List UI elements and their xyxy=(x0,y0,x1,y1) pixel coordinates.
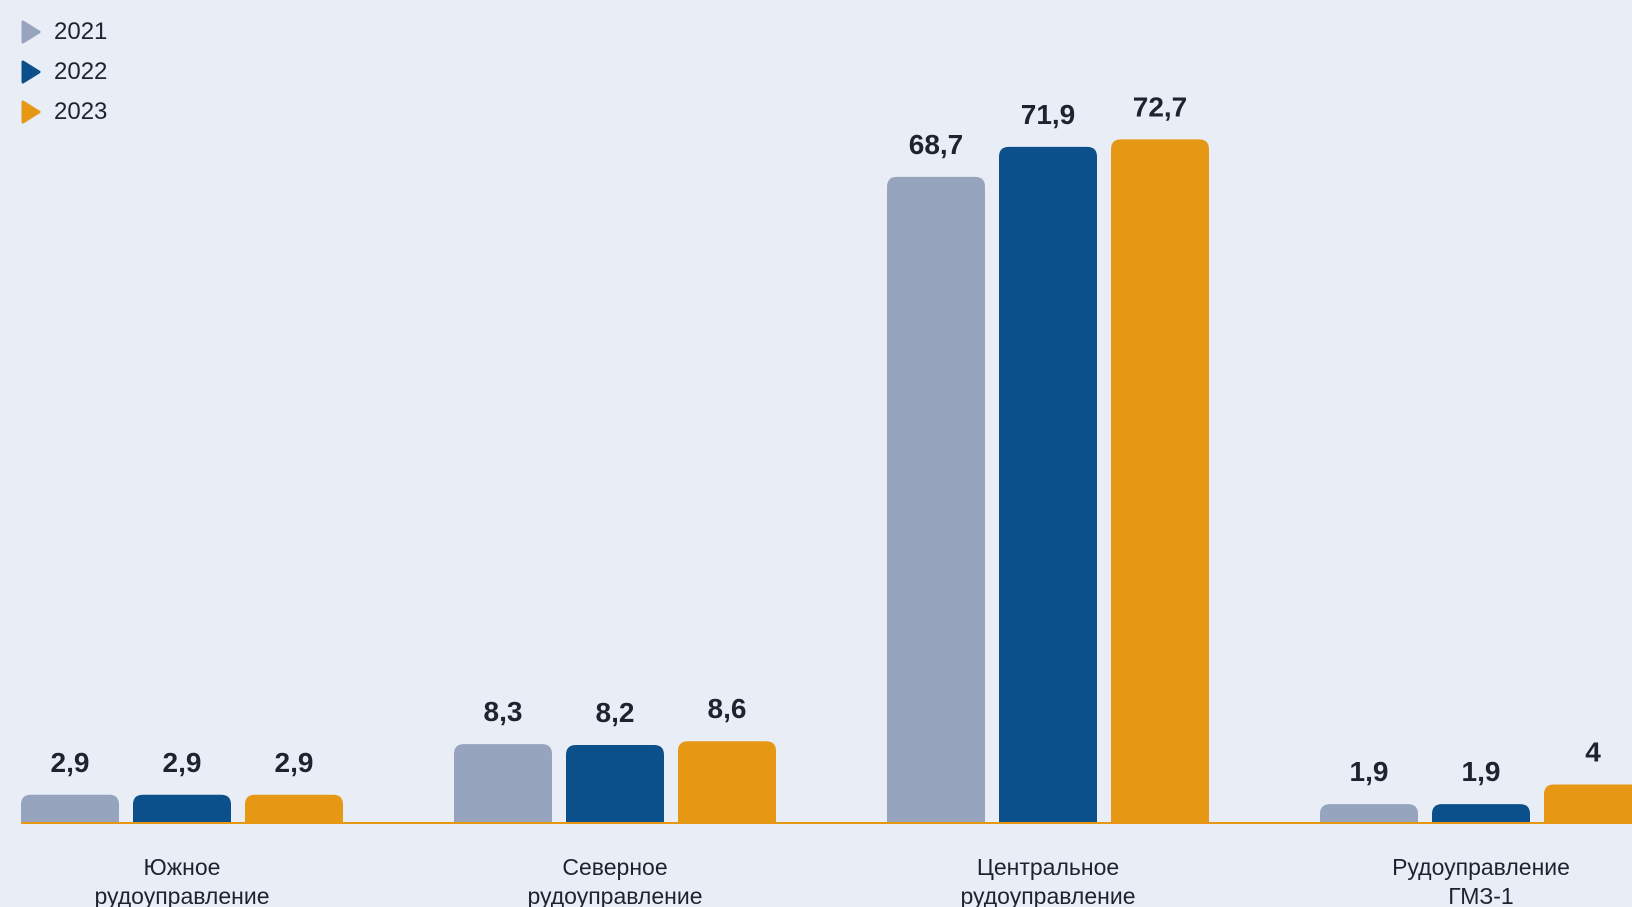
bar-2023-1 xyxy=(678,741,776,822)
data-label: 4 xyxy=(1585,736,1601,767)
triangle-marker-icon xyxy=(21,20,41,44)
data-label: 68,7 xyxy=(909,129,964,160)
category-label: Северное xyxy=(562,854,667,880)
category-label: рудоуправление xyxy=(527,883,702,907)
category-label: Рудоуправление xyxy=(1392,854,1570,880)
category-label: Южное xyxy=(144,854,221,880)
bar-2022-1 xyxy=(566,745,664,822)
triangle-marker-icon xyxy=(21,60,41,84)
legend-label: 2023 xyxy=(54,98,108,125)
data-label: 71,9 xyxy=(1021,99,1076,130)
data-label: 2,9 xyxy=(163,747,202,778)
data-label: 2,9 xyxy=(275,747,314,778)
data-label: 8,6 xyxy=(708,693,747,724)
category-label: рудоуправление xyxy=(960,883,1135,907)
legend-item-2023: 2023 xyxy=(20,92,107,132)
data-label: 8,3 xyxy=(484,696,523,727)
bar-2021-1 xyxy=(454,744,552,822)
bar-2022-0 xyxy=(133,794,231,822)
bar-2023-0 xyxy=(245,794,343,822)
triangle-marker-icon xyxy=(21,100,41,124)
bar-2022-3 xyxy=(1432,804,1530,822)
bar-2023-2 xyxy=(1111,139,1209,823)
legend: 2021 2022 2023 xyxy=(20,12,107,132)
legend-label: 2022 xyxy=(54,58,108,85)
data-label: 2,9 xyxy=(51,747,90,778)
data-label: 1,9 xyxy=(1350,756,1389,787)
bar-2021-2 xyxy=(887,176,985,823)
data-label: 8,2 xyxy=(596,697,635,728)
category-label: Центральное xyxy=(977,854,1119,880)
category-label: рудоуправление xyxy=(94,883,269,907)
category-label: ГМЗ-1 xyxy=(1448,883,1513,907)
legend-label: 2021 xyxy=(54,18,108,45)
legend-item-2022: 2022 xyxy=(20,52,107,92)
bar-2021-0 xyxy=(21,794,119,822)
data-label: 72,7 xyxy=(1133,91,1188,122)
bar-2021-3 xyxy=(1320,804,1418,822)
bar-2023-3 xyxy=(1544,784,1632,822)
data-label: 1,9 xyxy=(1462,756,1501,787)
bar-2022-2 xyxy=(999,146,1097,822)
legend-item-2021: 2021 xyxy=(20,12,107,52)
